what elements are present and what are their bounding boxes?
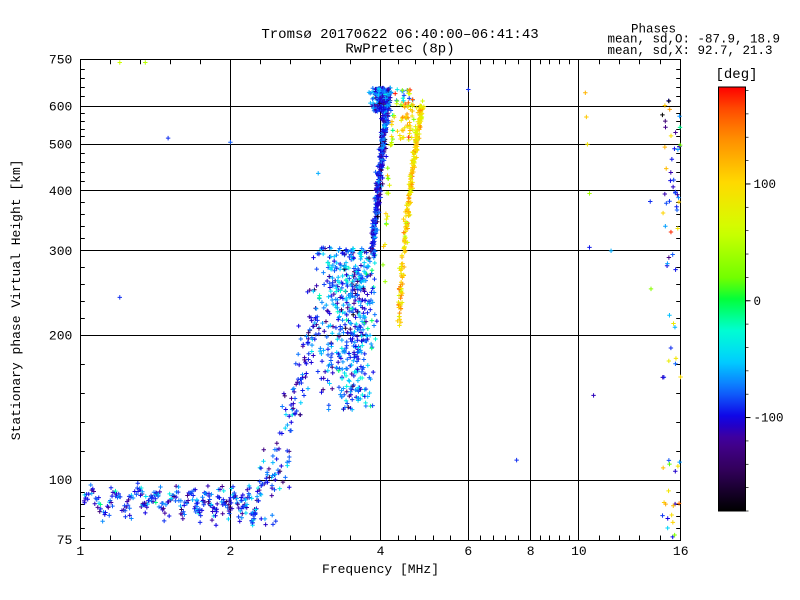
svg-text:8: 8 — [527, 544, 535, 559]
svg-text:200: 200 — [49, 328, 72, 343]
svg-text:Frequency [MHz]: Frequency [MHz] — [322, 562, 439, 577]
svg-text:-100: -100 — [754, 412, 784, 426]
svg-text:600: 600 — [49, 99, 72, 114]
svg-text:4: 4 — [377, 544, 385, 559]
svg-text:Stationary phase Virtual Heigh: Stationary phase Virtual Height [km] — [9, 159, 24, 440]
svg-text:400: 400 — [49, 184, 72, 199]
svg-text:0: 0 — [754, 295, 762, 309]
svg-text:500: 500 — [49, 137, 72, 152]
svg-text:[deg]: [deg] — [716, 67, 758, 83]
svg-text:RwPretec (8p): RwPretec (8p) — [345, 42, 454, 58]
svg-text:mean, sd,X: 92.7, 21.3: mean, sd,X: 92.7, 21.3 — [608, 44, 773, 58]
svg-text:16: 16 — [673, 544, 689, 559]
svg-text:6: 6 — [464, 544, 472, 559]
svg-text:100: 100 — [49, 473, 72, 488]
svg-text:750: 750 — [49, 53, 72, 68]
svg-text:10: 10 — [571, 544, 587, 559]
svg-text:1: 1 — [76, 544, 84, 559]
svg-text:2: 2 — [226, 544, 234, 559]
svg-text:75: 75 — [57, 533, 73, 548]
svg-text:300: 300 — [49, 244, 72, 259]
svg-text:100: 100 — [754, 178, 777, 192]
